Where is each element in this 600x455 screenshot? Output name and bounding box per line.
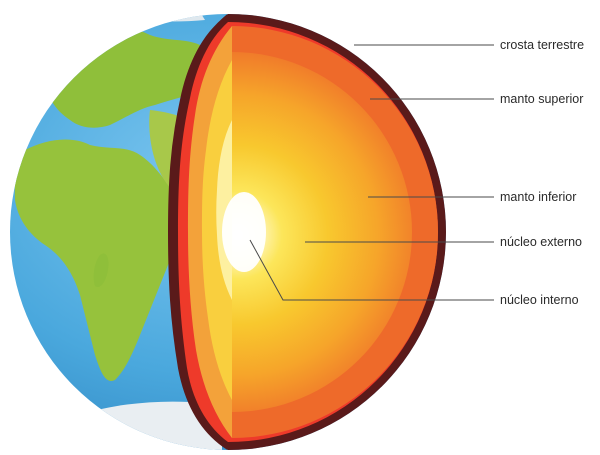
cutaway-interior — [167, 14, 446, 450]
cut-edge — [167, 14, 230, 450]
lower-mantle-layer — [232, 52, 412, 412]
label-crust: crosta terrestre — [500, 38, 585, 52]
label-inner-core: núcleo interno — [500, 293, 579, 307]
madagascar-landmass — [93, 253, 109, 288]
leader-lines — [249, 44, 494, 301]
leader-inner-core — [249, 239, 494, 301]
arctic-ice — [130, 14, 205, 22]
inner-core-shape — [222, 192, 266, 272]
label-outer-core: núcleo externo — [500, 235, 583, 249]
label-upper-mantle: manto superior — [500, 92, 584, 106]
europe-north-landmass — [70, 14, 122, 37]
label-lower-mantle: manto inferior — [500, 190, 577, 204]
